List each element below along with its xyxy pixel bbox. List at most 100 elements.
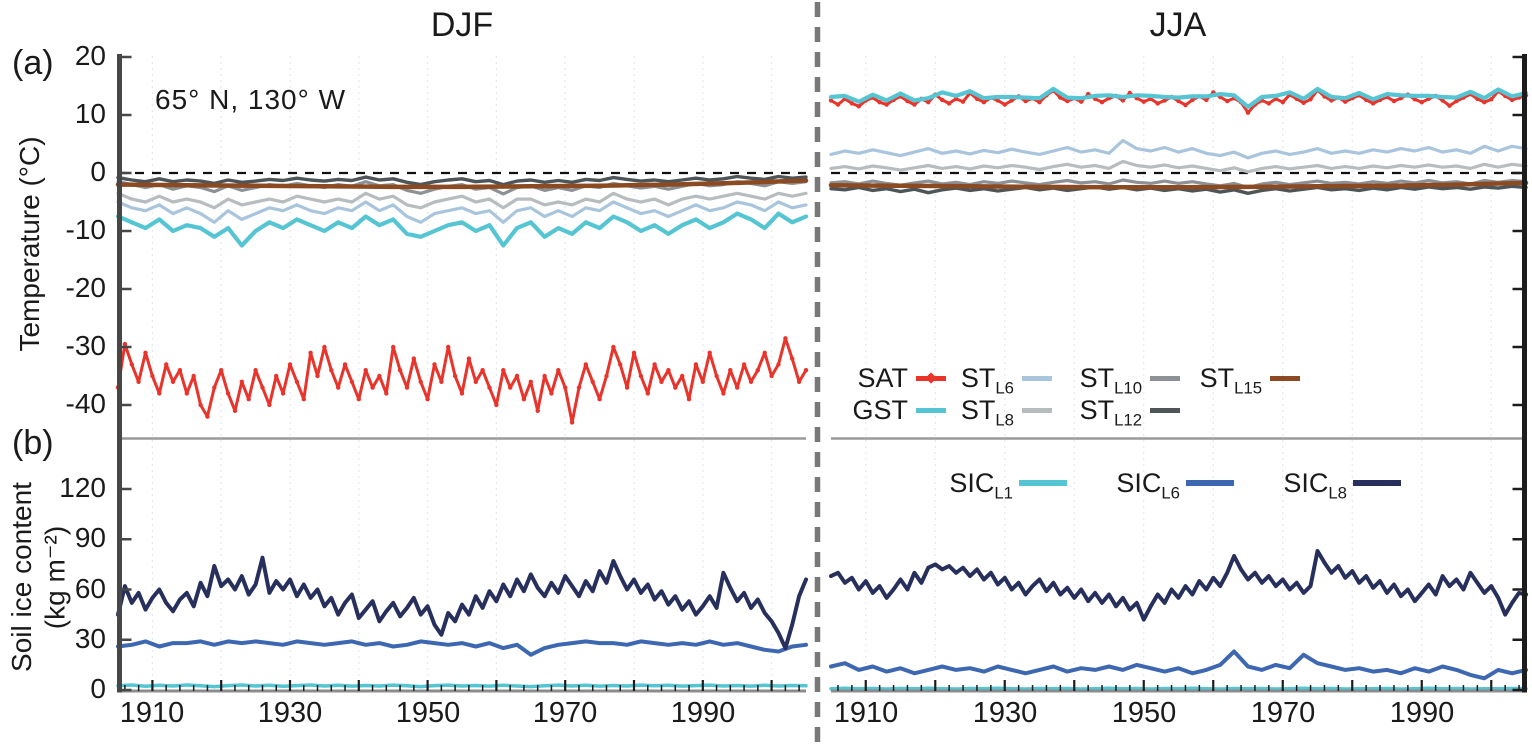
marker-SAT	[618, 362, 623, 367]
marker-SAT	[487, 385, 492, 390]
marker-SAT	[336, 385, 341, 390]
legend-temp-label-STL6: STL6	[960, 363, 1014, 398]
marker-SAT	[535, 408, 540, 413]
marker-SAT	[157, 391, 162, 396]
marker-SAT	[342, 362, 348, 367]
marker-SAT	[877, 100, 882, 105]
marker-SAT	[363, 368, 368, 373]
marker-SAT	[246, 397, 251, 402]
temp-tick-label: 20	[74, 40, 106, 71]
marker-SAT	[624, 385, 630, 390]
year-tick-label: 1950	[1111, 697, 1177, 729]
series-SIC_L8-sic-jja	[829, 549, 1528, 622]
marker-SAT	[521, 397, 527, 402]
marker-SAT	[432, 362, 437, 367]
marker-SAT	[790, 356, 795, 361]
marker-SAT	[1099, 100, 1105, 105]
series-ST_L8-temp-jja	[829, 159, 1528, 174]
marker-SAT	[329, 368, 334, 373]
series-GST-temp-jja	[828, 86, 1529, 110]
marker-SAT	[783, 336, 788, 341]
marker-SAT	[604, 373, 609, 379]
marker-SAT	[974, 96, 980, 102]
temp-tick-label: 0	[90, 156, 106, 187]
marker-SAT	[287, 362, 293, 367]
marker-SAT	[459, 391, 465, 396]
marker-SAT	[686, 397, 692, 402]
marker-SAT	[1489, 97, 1494, 102]
marker-SAT	[232, 408, 238, 413]
series-SIC_L1-sic-jja	[829, 686, 1528, 691]
marker-SAT	[946, 101, 952, 106]
marker-SAT	[1037, 100, 1042, 105]
marker-SAT	[514, 373, 520, 379]
legend-sic-label-SICL8: SICL8	[1283, 468, 1347, 503]
marker-SAT	[205, 414, 210, 419]
marker-SAT	[1204, 97, 1209, 103]
marker-SAT	[828, 98, 834, 103]
marker-SAT	[748, 379, 754, 384]
marker-SAT	[501, 368, 506, 373]
marker-SAT	[1079, 99, 1084, 104]
series-SIC_L1-sic-djf	[116, 683, 808, 689]
series-ST_L8-temp-djf	[116, 191, 808, 210]
legend-subscript: L1	[994, 483, 1013, 503]
marker-SAT	[322, 344, 327, 350]
marker-SAT	[349, 379, 355, 384]
marker-SAT	[884, 102, 889, 107]
marker-SAT	[549, 391, 554, 396]
year-tick-label: 1930	[257, 697, 323, 729]
legend-sic-swatch	[1186, 480, 1234, 486]
legend-subscript: L6	[1161, 483, 1180, 503]
column-title-jja: JJA	[1149, 6, 1207, 44]
marker-SAT	[755, 368, 760, 373]
marker-SAT	[1009, 98, 1014, 103]
legend-temp-label-STL10: STL10	[1079, 363, 1142, 398]
marker-SAT	[260, 385, 265, 390]
series-ST_L15-temp-djf	[115, 178, 809, 190]
marker-SAT	[239, 379, 244, 384]
marker-SAT	[267, 402, 272, 408]
legend-temp-label-STL15: STL15	[1199, 363, 1262, 398]
temp-tick-label: -40	[65, 388, 106, 419]
marker-SAT	[294, 379, 300, 384]
marker-SAT	[735, 385, 740, 390]
marker-SAT	[912, 102, 917, 107]
marker-SAT	[473, 379, 478, 384]
marker-SAT	[611, 344, 616, 350]
marker-SAT	[728, 368, 733, 373]
marker-SAT	[1120, 98, 1126, 103]
series-SIC_L8-sic-djf	[116, 555, 808, 651]
marker-SAT	[184, 391, 189, 396]
marker-SAT	[425, 397, 430, 402]
legend-temp-swatch	[916, 408, 946, 413]
legend-temp-swatch	[1150, 376, 1180, 381]
marker-SAT	[225, 391, 231, 396]
legend-temp-label-GST: GST	[852, 395, 908, 425]
marker-SAT	[631, 350, 637, 355]
marker-SAT	[926, 100, 931, 105]
marker-SAT	[1329, 98, 1334, 103]
sic-tick-label: 60	[74, 573, 106, 604]
marker-SAT	[219, 368, 224, 373]
marker-SAT	[1155, 101, 1160, 106]
marker-SAT	[721, 391, 726, 396]
marker-SAT	[301, 397, 306, 402]
marker-SAT	[1280, 100, 1286, 105]
legend-temp-swatch	[1150, 408, 1180, 413]
marker-SAT	[563, 385, 568, 390]
legend-temp-swatch	[1022, 408, 1052, 413]
marker-SAT	[191, 373, 196, 379]
marker-SAT	[1245, 110, 1251, 115]
marker-SAT	[673, 385, 678, 390]
legend-temp-label-STL8: STL8	[960, 395, 1014, 430]
series-ST_L15-temp-jja	[828, 180, 1529, 190]
marker-SAT	[418, 379, 423, 384]
marker-SAT	[905, 98, 910, 104]
legend-subscript: L12	[1114, 410, 1142, 430]
marker-SAT	[404, 385, 410, 390]
legend-sic-swatch	[1019, 480, 1067, 486]
marker-SAT	[835, 102, 841, 107]
temp-tick-label: -10	[65, 214, 106, 245]
marker-SAT	[776, 362, 781, 367]
